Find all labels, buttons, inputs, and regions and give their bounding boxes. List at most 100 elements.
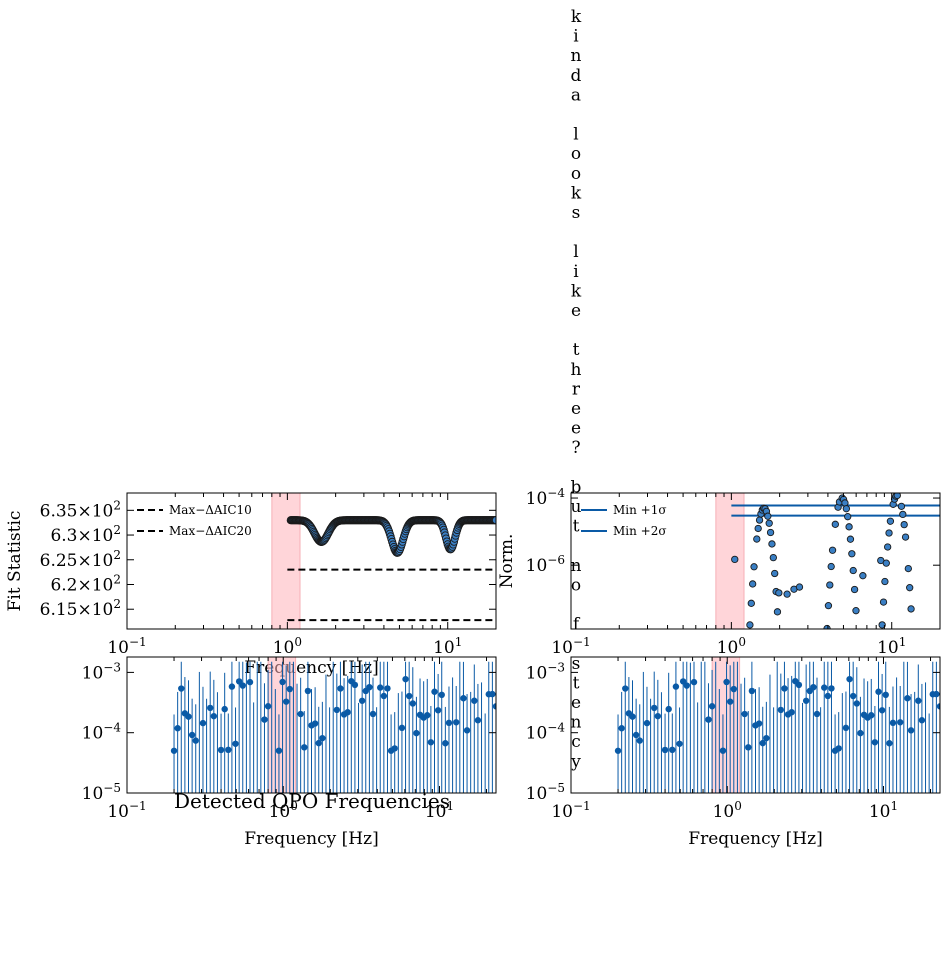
data-point: [852, 607, 860, 615]
data-point: [759, 739, 766, 747]
data-point: [846, 675, 853, 683]
data-point: [881, 577, 889, 586]
data-point: [431, 688, 438, 695]
annotation-char: e: [571, 693, 581, 713]
annotation-char: e: [571, 301, 581, 321]
data-point: [261, 716, 268, 723]
data-point: [813, 710, 821, 718]
data-point: [768, 540, 776, 548]
y-axis-label: Fit Statistic: [5, 511, 25, 612]
data-point: [821, 684, 828, 691]
data-point: [315, 739, 322, 747]
data-point: [878, 707, 886, 714]
data-point: [174, 725, 181, 732]
data-point: [210, 712, 218, 720]
data-point: [842, 724, 850, 732]
data-point: [907, 605, 915, 613]
data-point: [228, 683, 236, 690]
data-point: [871, 739, 879, 746]
data-point: [897, 502, 906, 510]
annotation-char: o: [571, 144, 581, 164]
data-point: [848, 550, 856, 558]
data-point: [763, 734, 770, 742]
x-tick-label: 10−1: [551, 799, 590, 822]
data-point: [636, 737, 643, 744]
data-point: [275, 747, 283, 754]
data-point: [766, 528, 775, 537]
data-point: [221, 705, 228, 713]
data-point: [859, 572, 867, 580]
data-point: [460, 695, 467, 702]
data-point: [846, 535, 855, 543]
data-point: [788, 709, 795, 716]
y-axis-label: Norm.: [497, 534, 517, 589]
data-point: [900, 520, 908, 529]
data-point: [337, 685, 344, 692]
plot-area: [170, 657, 496, 793]
annotation-char: f: [573, 615, 581, 635]
data-point: [849, 692, 857, 700]
data-point: [409, 700, 416, 707]
annotation-char: k: [571, 7, 582, 27]
y-tick-label: 10−4: [526, 486, 566, 509]
data-point: [192, 737, 199, 744]
data-point: [384, 685, 391, 692]
annotation-char: ?: [571, 438, 580, 458]
x-tick-label: 100: [273, 635, 302, 658]
power-right-panel: 10−1 100 101 10−3 10−4 10−5 Frequency [Hz]: [526, 656, 941, 849]
annotation-char: t: [573, 673, 580, 693]
data-point: [906, 584, 914, 592]
shaded-band: [711, 657, 741, 793]
annotation-char: s: [572, 654, 581, 674]
annotation-char: k: [571, 183, 582, 203]
y-tick-label: 10−4: [526, 721, 566, 744]
data-point: [904, 695, 911, 702]
data-point: [471, 697, 478, 704]
annotation-char: t: [573, 340, 580, 360]
data-point: [344, 709, 351, 716]
y-tick-label: 10−5: [526, 781, 565, 804]
data-point: [824, 692, 832, 700]
axes-frame: [570, 492, 941, 630]
y-tick-label: 10−6: [526, 553, 565, 576]
data-point: [405, 692, 413, 700]
x-tick-label: 10−1: [551, 635, 590, 658]
annotation-char: n: [571, 713, 582, 733]
x-tick-label: 101: [433, 635, 462, 658]
data-point: [351, 681, 359, 689]
annotation-char: y: [570, 752, 581, 772]
data-point: [773, 608, 782, 616]
y-tick-label: 10−3: [82, 660, 121, 683]
data-point: [868, 712, 875, 719]
annotation-char: c: [571, 732, 581, 752]
data-point: [781, 685, 788, 692]
data-point: [755, 720, 763, 727]
data-point: [669, 746, 676, 754]
annotation-char: d: [571, 66, 582, 86]
data-point: [207, 704, 214, 712]
annotation-char: l: [573, 125, 578, 145]
x-tick-label: 100: [269, 799, 298, 822]
data-point: [170, 747, 178, 754]
data-point: [225, 746, 232, 754]
data-point: [933, 690, 940, 698]
data-point: [810, 683, 817, 691]
data-point: [849, 566, 857, 575]
data-point: [897, 719, 904, 726]
data-point: [391, 745, 398, 752]
data-point: [676, 740, 683, 747]
shaded-band: [267, 657, 297, 793]
legend-label: Min +2σ: [613, 524, 667, 538]
data-point: [286, 685, 293, 693]
data-point: [438, 691, 445, 699]
data-point: [661, 746, 669, 754]
data-point: [235, 678, 243, 685]
annotation-char: n: [571, 46, 582, 66]
data-point: [802, 697, 810, 704]
data-point: [749, 580, 757, 588]
y-tick-label: 6.35×102: [40, 498, 121, 521]
data-point: [683, 682, 690, 689]
data-point: [795, 681, 803, 689]
x-tick-label: 100: [713, 799, 742, 822]
data-point: [319, 734, 326, 742]
